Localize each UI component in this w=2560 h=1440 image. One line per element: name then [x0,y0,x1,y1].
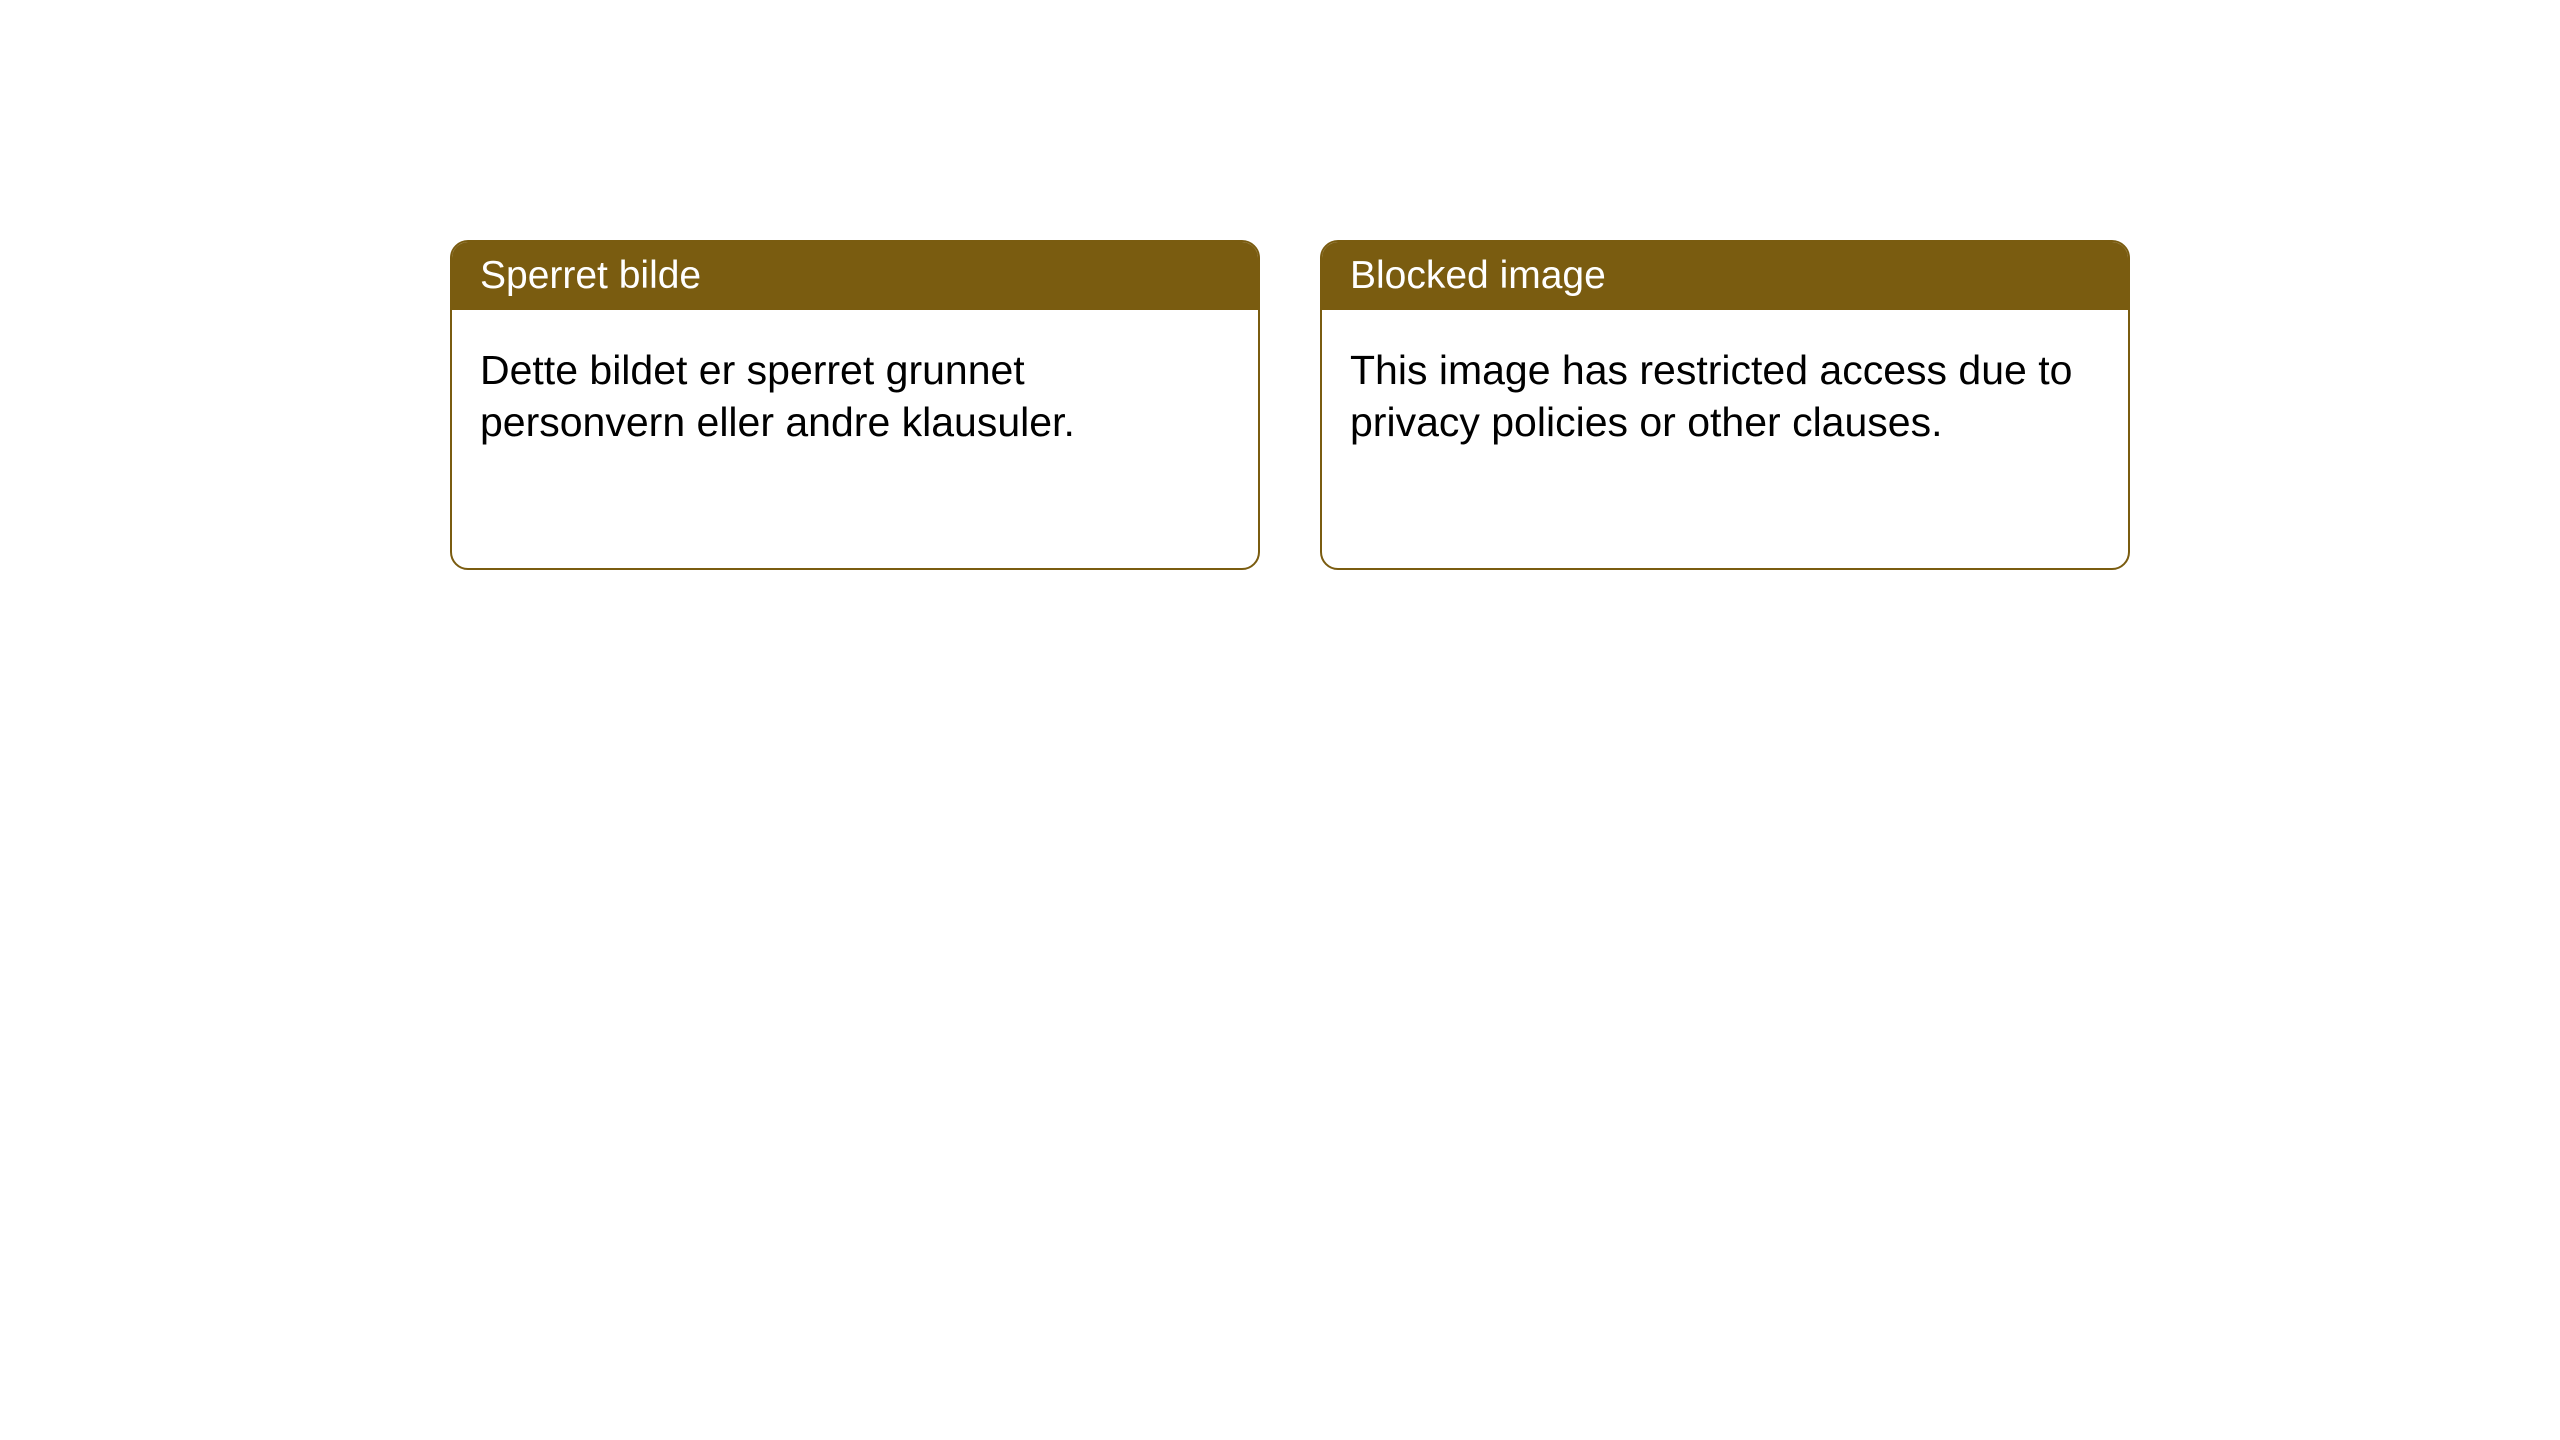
card-title: Blocked image [1322,242,2128,310]
card-title: Sperret bilde [452,242,1258,310]
notice-cards-container: Sperret bilde Dette bildet er sperret gr… [0,0,2560,570]
notice-card-norwegian: Sperret bilde Dette bildet er sperret gr… [450,240,1260,570]
notice-card-english: Blocked image This image has restricted … [1320,240,2130,570]
card-body-text: This image has restricted access due to … [1322,310,2128,483]
card-body-text: Dette bildet er sperret grunnet personve… [452,310,1258,483]
